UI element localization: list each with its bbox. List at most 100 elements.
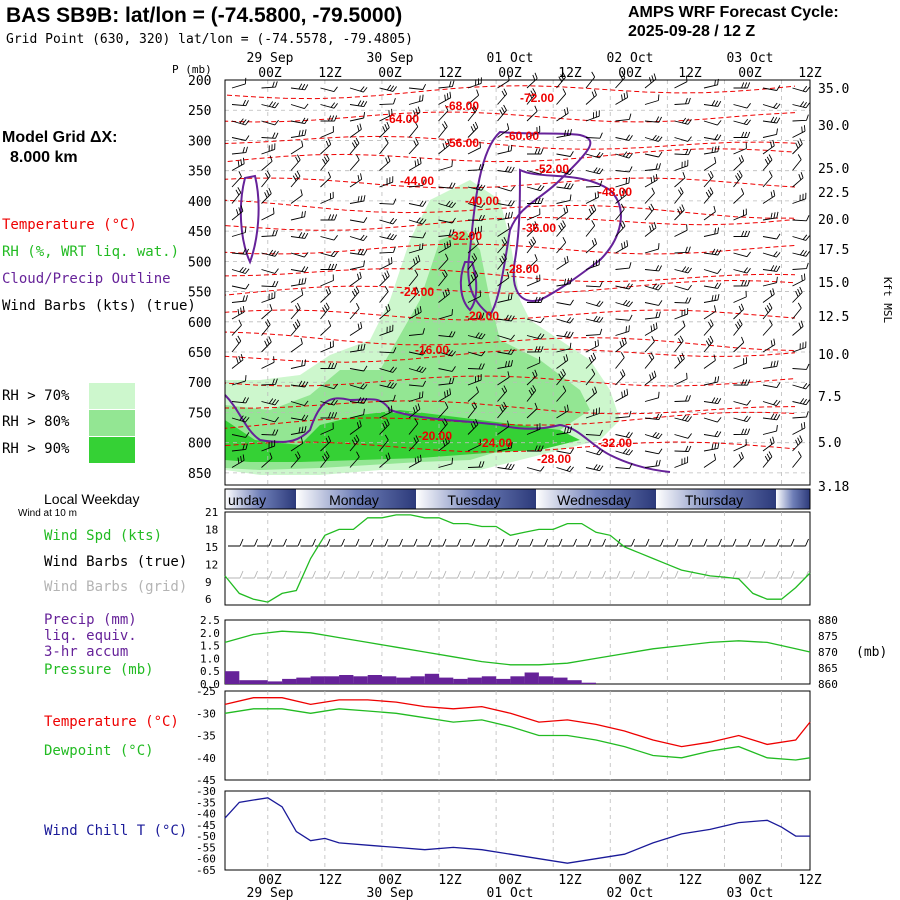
wind-barb — [408, 328, 425, 336]
precip-bar — [567, 680, 582, 684]
surface-wind-barb — [561, 538, 577, 547]
surface-wind-barb — [547, 538, 563, 547]
kft-tick-label: 17.5 — [818, 243, 849, 258]
wind-barb — [733, 230, 751, 238]
wind-barb — [438, 229, 455, 237]
wind-barb — [320, 154, 330, 171]
wind-barb — [762, 413, 781, 421]
wind-barb — [733, 188, 745, 204]
wind-barb — [379, 405, 393, 419]
wind-barb — [556, 342, 572, 353]
surface-wind-barb-grid — [503, 570, 519, 579]
surface-wind-barb — [373, 538, 389, 547]
wind-barb — [379, 137, 389, 155]
temperature-tick: -45 — [196, 774, 216, 787]
wind-barb — [467, 332, 486, 340]
precip-bar — [553, 677, 568, 684]
wind-barb — [379, 198, 397, 205]
wind-speed-tick: 21 — [205, 506, 218, 519]
surface-wind-barb — [315, 538, 331, 547]
wind-barb — [585, 238, 598, 254]
wind-barb — [467, 141, 481, 155]
bottom-hour-label: 00Z — [258, 873, 282, 888]
wind-barb — [674, 335, 684, 353]
wind-barb — [320, 287, 332, 303]
temperature-isotherm — [224, 111, 796, 123]
wind-barb — [762, 139, 775, 155]
precip-tick: 1.5 — [200, 640, 220, 653]
wind-speed-tick: 6 — [205, 593, 212, 606]
wind-barb — [792, 383, 810, 390]
wind-barb — [408, 94, 424, 105]
pressure-tick-label: 300 — [188, 134, 211, 149]
wind-barb — [762, 154, 773, 171]
wind-barb — [290, 426, 307, 435]
wind-barb — [438, 331, 456, 338]
bottom-hour-label: 12Z — [438, 873, 462, 888]
wind-barb — [585, 89, 597, 105]
wind-barb — [733, 415, 751, 423]
temperature-tick: -35 — [196, 730, 216, 743]
wind-barb — [644, 221, 657, 237]
wind-barb — [467, 202, 486, 208]
wind-barb — [526, 169, 545, 175]
wind-barb — [585, 386, 598, 402]
wind-barb — [379, 176, 394, 188]
wind-barb — [497, 420, 510, 435]
wind-barb — [231, 187, 242, 204]
forecast-cycle: AMPS WRF Forecast Cycle: 2025-09-28 / 12… — [628, 3, 839, 41]
weekday-title: Local Weekday — [44, 491, 140, 507]
wind-barb — [438, 253, 449, 270]
wind-barb — [320, 362, 338, 370]
wind-barb — [526, 274, 541, 287]
pressure-tick: 860 — [818, 678, 838, 691]
wind-barb — [674, 224, 688, 237]
wind-barb — [349, 271, 362, 287]
wind-barb — [231, 319, 242, 336]
wind-barb — [703, 205, 716, 221]
wind-barb — [497, 123, 510, 138]
pressure-tick-label: 250 — [188, 104, 211, 119]
wind-barb — [762, 265, 781, 272]
wind-barb — [585, 71, 596, 89]
wind-barb — [733, 452, 744, 468]
surface-wind-barb — [489, 538, 505, 547]
wind-barb — [556, 194, 572, 204]
temperature-contour-label: -64.00 — [385, 112, 419, 126]
temperature-contour-label: -28.00 — [505, 262, 539, 276]
kft-tick-label: 15.0 — [818, 276, 849, 291]
wind-barb — [556, 277, 572, 287]
wind-barb — [261, 356, 275, 369]
wind-barb — [231, 118, 250, 126]
wind-barb — [644, 116, 663, 123]
wind-barb — [526, 184, 545, 192]
wind-barb — [261, 416, 279, 423]
wind-barb — [467, 363, 485, 370]
cloud-outline — [467, 130, 592, 317]
wind-chill-tick: -60 — [196, 853, 216, 866]
wind-barb — [615, 262, 632, 270]
wind-barb — [792, 302, 802, 320]
wind-barb — [644, 243, 660, 254]
surface-wind-barb-grid — [271, 570, 287, 579]
surface-wind-barb-grid — [402, 570, 418, 579]
top-date-label: 01 Oct — [487, 51, 534, 66]
wind-barb — [290, 451, 301, 468]
wind-barb — [349, 234, 368, 242]
wind-barb — [438, 91, 452, 105]
wind-barb — [320, 126, 334, 138]
pressure-tick-label: 550 — [188, 286, 211, 301]
wind-barb — [261, 452, 273, 468]
bottom-hour-label: 00Z — [738, 873, 762, 888]
surface-wind-barb — [779, 538, 795, 547]
precip-bar — [239, 680, 254, 684]
wind-barb — [762, 425, 778, 435]
wind-barb — [556, 129, 572, 138]
wind-barb — [585, 339, 599, 353]
wind-barb — [379, 304, 391, 320]
wind-barb — [438, 287, 450, 303]
wind-barb — [231, 397, 250, 404]
wind-barb — [497, 144, 513, 155]
wind-barb — [762, 302, 773, 320]
bottom-date-label: 01 Oct — [487, 886, 534, 900]
